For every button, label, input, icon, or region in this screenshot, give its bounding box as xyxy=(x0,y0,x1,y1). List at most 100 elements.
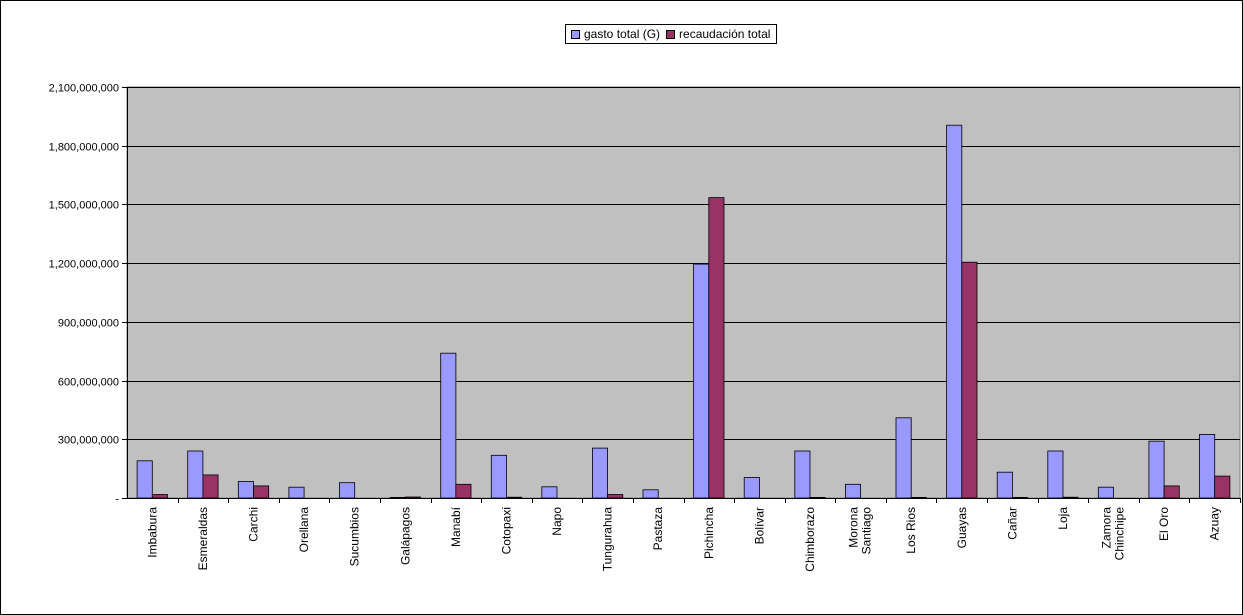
bar-recaudacion-total xyxy=(809,496,826,499)
legend-label-recaudacion: recaudación total xyxy=(679,27,771,41)
x-tick-label-line: Imbabura xyxy=(145,507,159,558)
bar-gasto-total xyxy=(389,496,406,499)
bar-recaudacion-total xyxy=(404,496,421,499)
x-tick-label-line: Manabí xyxy=(449,506,463,547)
x-tick-label: MoronaSantiago xyxy=(847,507,874,555)
bar-recaudacion-total xyxy=(1011,496,1028,499)
x-tick-label-line: Pastaza xyxy=(651,507,665,551)
x-tick-label-line: Chinchipe xyxy=(1113,507,1127,561)
x-tick-label-line: Napo xyxy=(550,507,564,536)
y-tick-label: 2,100,000,000 xyxy=(49,83,119,95)
y-tick-label: - xyxy=(115,494,119,506)
x-tick-label: Pichincha xyxy=(702,507,716,559)
bar-gasto-total xyxy=(693,263,710,499)
legend-swatch-recaudacion xyxy=(666,29,676,39)
x-tick-label: Imbabura xyxy=(145,507,159,558)
x-tick-label-line: Guayas xyxy=(955,507,969,548)
x-tick-label: Manabí xyxy=(449,506,463,547)
y-tick-label: 1,200,000,000 xyxy=(49,259,119,271)
legend-swatch-gasto xyxy=(571,29,580,39)
x-tick-label: Cotopaxi xyxy=(499,507,513,554)
x-tick-label: ZamoraChinchipe xyxy=(1100,507,1127,561)
legend-item-recaudacion: recaudación total xyxy=(666,27,770,41)
bar-gasto-total xyxy=(440,352,457,499)
x-tick-label-line: Los Rios xyxy=(904,507,918,554)
legend-label-gasto: gasto total (G) xyxy=(584,27,661,41)
bar-recaudacion-total xyxy=(1062,496,1079,499)
bar-recaudacion-total xyxy=(455,483,472,499)
bar-gasto-total xyxy=(339,482,356,499)
y-tick-label: 900,000,000 xyxy=(58,318,119,330)
y-tick-label: 300,000,000 xyxy=(58,435,119,447)
bar-gasto-total xyxy=(136,460,153,499)
x-tick-label-line: Morona xyxy=(847,507,861,548)
x-tick-label: Chimborazo xyxy=(803,507,817,572)
y-tick-label: 1,500,000,000 xyxy=(49,200,119,212)
x-tick-label-line: Orellana xyxy=(297,507,311,553)
x-tick-label-line: Carchi xyxy=(247,507,261,542)
x-tick-label-line: Bolívar xyxy=(752,507,766,544)
x-tick-label: Loja xyxy=(1056,507,1070,530)
y-tick-label: 1,800,000,000 xyxy=(49,142,119,154)
bar-gasto-total xyxy=(642,489,659,499)
bar-gasto-total xyxy=(845,483,862,499)
x-tick-label-line: Azuay xyxy=(1208,507,1222,540)
x-tick-label-line: Galápagos xyxy=(398,507,412,565)
bar-recaudacion-total xyxy=(253,485,270,499)
x-tick-label: Guayas xyxy=(955,507,969,548)
x-tick-label-line: Cotopaxi xyxy=(499,507,513,554)
bar-gasto-total xyxy=(1199,433,1216,499)
x-tick-label-line: Loja xyxy=(1056,507,1070,530)
bar-gasto-total xyxy=(1097,486,1114,499)
bar-recaudacion-total xyxy=(910,496,927,499)
x-tick-label: Cañar xyxy=(1005,507,1019,540)
bar-recaudacion-total xyxy=(505,496,522,499)
bar-recaudacion-total xyxy=(1163,485,1180,499)
bar-gasto-total xyxy=(996,471,1013,499)
bar-gasto-total xyxy=(895,417,912,499)
bar-gasto-total xyxy=(187,450,204,499)
legend-item-gasto: gasto total (G) xyxy=(571,27,660,41)
bar-gasto-total xyxy=(1047,450,1064,499)
bar-recaudacion-total xyxy=(961,261,978,499)
x-tick-label: Pastaza xyxy=(651,507,665,551)
bar-recaudacion-total xyxy=(1214,475,1231,499)
x-tick-label: Los Rios xyxy=(904,507,918,554)
bar-gasto-total xyxy=(541,486,558,499)
bar-gasto-total xyxy=(237,480,254,499)
bar-gasto-total xyxy=(743,476,760,499)
x-tick-label-line: Santiago xyxy=(860,507,874,555)
bar-recaudacion-total xyxy=(151,494,168,499)
x-tick-label: Bolívar xyxy=(752,507,766,544)
bar-gasto-total xyxy=(288,486,305,499)
x-tick-label-line: Tungurahua xyxy=(601,507,615,572)
plot-area xyxy=(126,86,1241,499)
bar-recaudacion-total xyxy=(202,474,219,499)
bar-recaudacion-total xyxy=(708,197,725,499)
bar-recaudacion-total xyxy=(607,494,624,499)
bar-gasto-total xyxy=(592,447,609,499)
x-tick-label: Sucumbios xyxy=(348,507,362,566)
x-tick-label-line: Zamora xyxy=(1100,507,1114,549)
x-tick-label: Esmeraldas xyxy=(196,507,210,570)
x-tick-label: El Oro xyxy=(1157,507,1171,541)
x-tick-label: Azuay xyxy=(1208,507,1222,540)
chart-legend: gasto total (G) recaudación total xyxy=(565,24,778,44)
x-tick-label: Carchi xyxy=(247,507,261,542)
x-tick-label: Napo xyxy=(550,507,564,536)
x-tick-label-line: Pichincha xyxy=(702,507,716,559)
x-tick-label: Galápagos xyxy=(398,507,412,565)
x-tick-label: Orellana xyxy=(297,507,311,553)
bar-gasto-total xyxy=(490,454,507,499)
x-tick-label-line: Cañar xyxy=(1005,507,1019,540)
x-tick-label-line: Sucumbios xyxy=(348,507,362,566)
x-tick-label-line: El Oro xyxy=(1157,507,1171,541)
x-tick-label: Tungurahua xyxy=(601,507,615,572)
bar-gasto-total xyxy=(1148,440,1165,499)
bar-gasto-total xyxy=(946,124,963,499)
x-tick-label-line: Esmeraldas xyxy=(196,507,210,570)
bar-gasto-total xyxy=(794,450,811,499)
x-tick-label-line: Chimborazo xyxy=(803,507,817,572)
y-tick-label: 600,000,000 xyxy=(58,377,119,389)
